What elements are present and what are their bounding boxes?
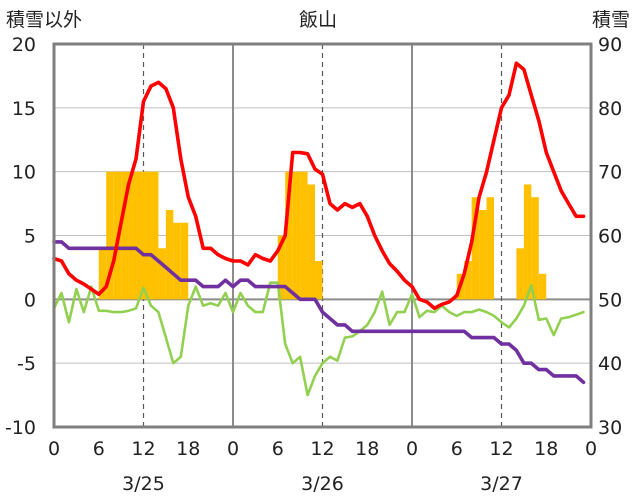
right-tick-label: 70 [598,162,622,184]
right-tick-label: 50 [598,289,622,311]
bar [180,222,189,300]
bar [173,222,181,300]
x-tick-label: 0 [406,438,418,460]
bar [277,235,286,300]
line-series-group [52,61,586,397]
left-tick-label: -10 [5,417,36,439]
left-tick-label: 20 [12,34,36,56]
bar [128,171,137,300]
bar [136,171,144,300]
plot-frame [52,42,593,429]
right-tick-label: 80 [598,98,622,120]
bar [471,197,480,300]
line-series [52,240,586,385]
bar [292,171,301,300]
bar [315,261,323,300]
x-tick-label: 18 [176,438,200,460]
bar [300,171,308,300]
line-series [52,61,586,311]
bar [98,248,107,300]
bar-series-precipitation [98,171,547,300]
bar [538,273,547,300]
bar [106,171,114,300]
x-tick-label: 18 [355,438,379,460]
bar [531,197,539,300]
date-label: 3/26 [301,473,344,495]
bar [143,171,151,300]
left-axis-label: 積雪以外 [6,9,82,31]
left-tick-label: 10 [12,162,36,184]
bar [523,184,532,300]
bar [516,248,524,300]
x-tick-label: 12 [310,438,334,460]
x-tick-label: 18 [534,438,558,460]
left-tick-label: 5 [24,226,36,248]
x-tick-label: 6 [93,438,105,460]
bar [464,261,472,300]
chart-title: 飯山 [299,9,337,31]
x-tick-label: 0 [227,438,239,460]
left-tick-label: -5 [17,353,36,375]
x-tick-label: 0 [48,438,60,460]
bar [158,248,166,300]
right-tick-label: 90 [598,34,622,56]
bar [285,171,293,300]
x-tick-label: 6 [451,438,463,460]
bar [121,171,129,300]
bar [486,197,495,300]
bar [307,184,316,300]
line-series [52,281,585,397]
x-tick-label: 12 [489,438,513,460]
right-tick-label: 30 [598,417,622,439]
date-label: 3/25 [122,473,165,495]
bar [479,209,487,300]
x-tick-label: 12 [131,438,155,460]
x-tick-label: 0 [585,438,597,460]
bar [165,209,174,300]
left-tick-label: 0 [24,289,36,311]
right-axis-label: 積雪 [592,9,630,31]
bar [150,171,159,300]
x-tick-label: 6 [272,438,284,460]
right-tick-label: 60 [598,226,622,248]
date-label: 3/27 [480,473,523,495]
left-tick-label: 15 [12,98,36,120]
right-tick-label: 40 [598,353,622,375]
